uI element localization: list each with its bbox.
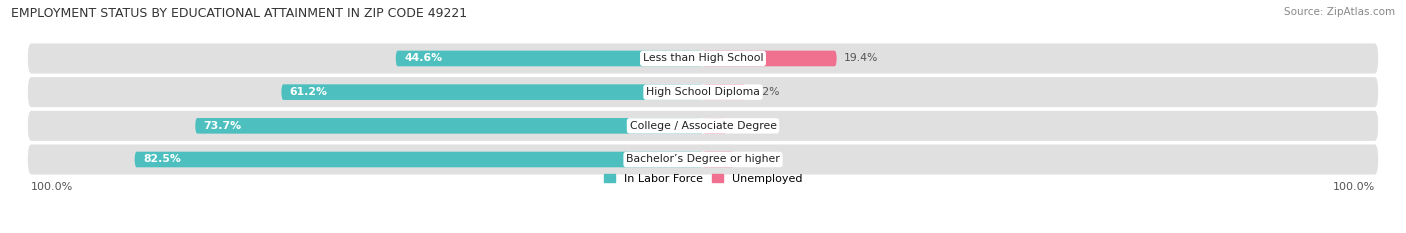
Text: 73.7%: 73.7% <box>204 121 242 131</box>
Text: Less than High School: Less than High School <box>643 54 763 63</box>
Text: 3.4%: 3.4% <box>734 121 761 131</box>
FancyBboxPatch shape <box>28 111 1378 141</box>
Legend: In Labor Force, Unemployed: In Labor Force, Unemployed <box>599 169 807 188</box>
FancyBboxPatch shape <box>28 43 1378 73</box>
FancyBboxPatch shape <box>195 118 703 134</box>
Text: High School Diploma: High School Diploma <box>647 87 759 97</box>
FancyBboxPatch shape <box>703 84 745 100</box>
Text: 44.6%: 44.6% <box>404 54 441 63</box>
FancyBboxPatch shape <box>281 84 703 100</box>
Text: College / Associate Degree: College / Associate Degree <box>630 121 776 131</box>
Text: Bachelor’s Degree or higher: Bachelor’s Degree or higher <box>626 154 780 164</box>
Text: 61.2%: 61.2% <box>290 87 328 97</box>
FancyBboxPatch shape <box>28 77 1378 107</box>
Text: Source: ZipAtlas.com: Source: ZipAtlas.com <box>1284 7 1395 17</box>
Text: 4.5%: 4.5% <box>741 154 769 164</box>
FancyBboxPatch shape <box>28 144 1378 175</box>
Text: EMPLOYMENT STATUS BY EDUCATIONAL ATTAINMENT IN ZIP CODE 49221: EMPLOYMENT STATUS BY EDUCATIONAL ATTAINM… <box>11 7 467 20</box>
FancyBboxPatch shape <box>395 51 703 66</box>
Text: 100.0%: 100.0% <box>1333 182 1375 192</box>
Text: 82.5%: 82.5% <box>143 154 181 164</box>
FancyBboxPatch shape <box>703 152 734 167</box>
FancyBboxPatch shape <box>135 152 703 167</box>
FancyBboxPatch shape <box>703 51 837 66</box>
Text: 100.0%: 100.0% <box>31 182 73 192</box>
Text: 6.2%: 6.2% <box>752 87 780 97</box>
FancyBboxPatch shape <box>703 118 727 134</box>
Text: 19.4%: 19.4% <box>844 54 877 63</box>
